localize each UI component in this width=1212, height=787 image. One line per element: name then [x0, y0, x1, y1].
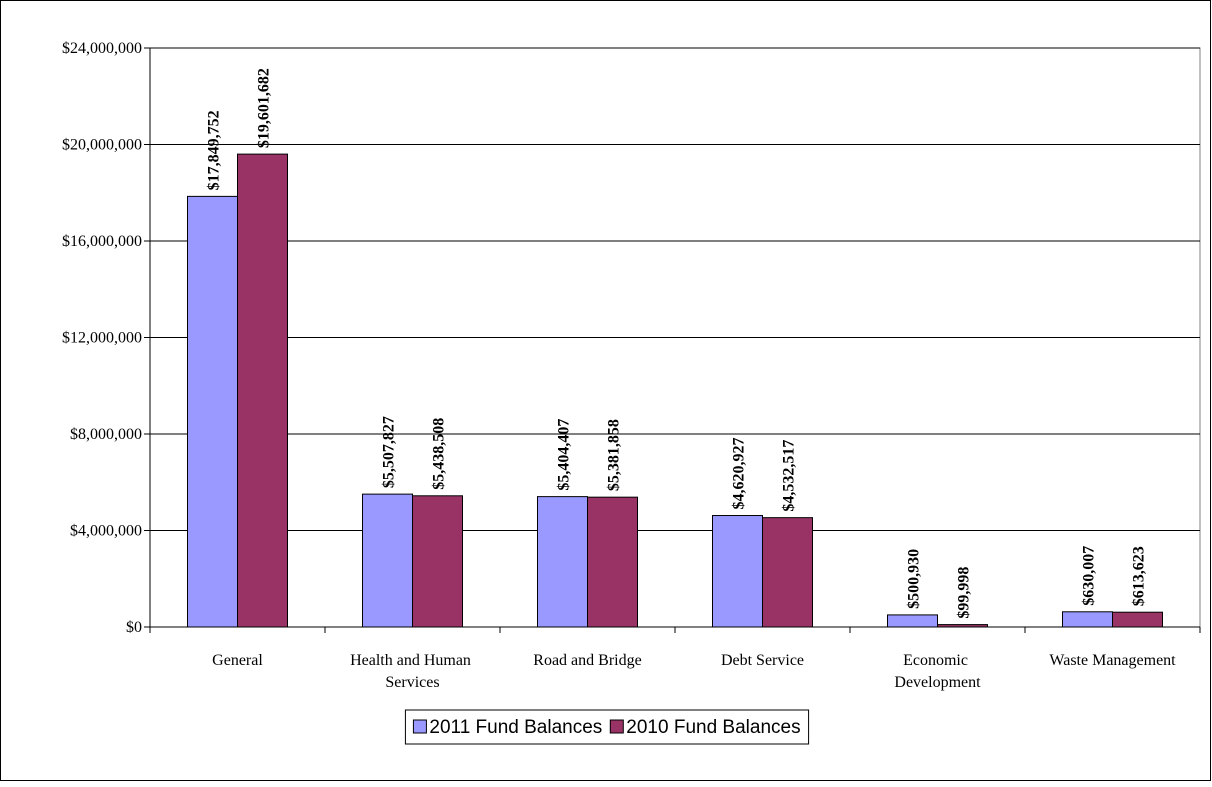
legend-box	[404, 709, 810, 745]
label-line: Development	[894, 674, 981, 691]
y-tick-label: $20,000,000	[62, 137, 142, 154]
y-tick-label: $12,000,000	[62, 330, 142, 347]
legend-swatch	[412, 719, 427, 734]
x-tick-label: Economic Development	[894, 652, 981, 691]
value-label: $17,849,752	[206, 110, 223, 190]
legend-swatch	[609, 719, 624, 734]
x-tick-label: Road and Bridge	[533, 652, 641, 669]
y-tick-label: $4,000,000	[70, 523, 142, 540]
legend-label: 2010 Fund Balances	[626, 717, 800, 738]
y-tick-label: $24,000,000	[62, 40, 142, 57]
y-tick-label: $8,000,000	[70, 426, 142, 443]
bar	[187, 195, 238, 628]
value-label: $4,532,517	[781, 440, 798, 512]
y-tick-label: $16,000,000	[62, 233, 142, 250]
x-tick-label: General	[212, 652, 263, 669]
y-tick-label: $0	[126, 619, 142, 636]
label-line: Debt Service	[721, 652, 804, 669]
x-tick-label: Debt Service	[721, 652, 804, 669]
bar	[362, 493, 413, 628]
label-line: Services	[385, 674, 439, 691]
label-line: General	[212, 652, 263, 669]
legend: 2011 Fund Balances 2010 Fund Balances	[404, 709, 810, 745]
value-label: $5,404,407	[556, 419, 573, 491]
value-label: $500,930	[906, 549, 923, 609]
bar	[1062, 611, 1113, 628]
label-line: Economic	[903, 652, 972, 669]
value-label: $5,381,858	[606, 419, 623, 491]
bar	[887, 614, 938, 628]
x-tick-label: Waste Management	[1049, 652, 1176, 669]
x-tick-label: Health and Human Services	[350, 652, 475, 691]
bar	[537, 496, 588, 628]
label-line: Health and Human	[350, 652, 475, 669]
value-label: $19,601,682	[256, 68, 273, 148]
bar	[587, 496, 638, 628]
label-line: Waste Management	[1049, 652, 1176, 669]
value-label: $99,998	[956, 567, 973, 619]
bar	[937, 624, 988, 628]
legend-label: 2011 Fund Balances	[429, 717, 602, 738]
bar	[1112, 611, 1163, 628]
value-label: $4,620,927	[731, 438, 748, 510]
value-label: $613,623	[1131, 546, 1148, 606]
label-line: Road and Bridge	[533, 652, 641, 669]
bar	[237, 153, 288, 628]
bar	[762, 517, 813, 628]
bar	[712, 515, 763, 628]
bar	[412, 495, 463, 628]
value-label: $5,507,827	[381, 416, 398, 488]
value-label: $630,007	[1081, 546, 1098, 606]
value-label: $5,438,508	[431, 418, 448, 490]
